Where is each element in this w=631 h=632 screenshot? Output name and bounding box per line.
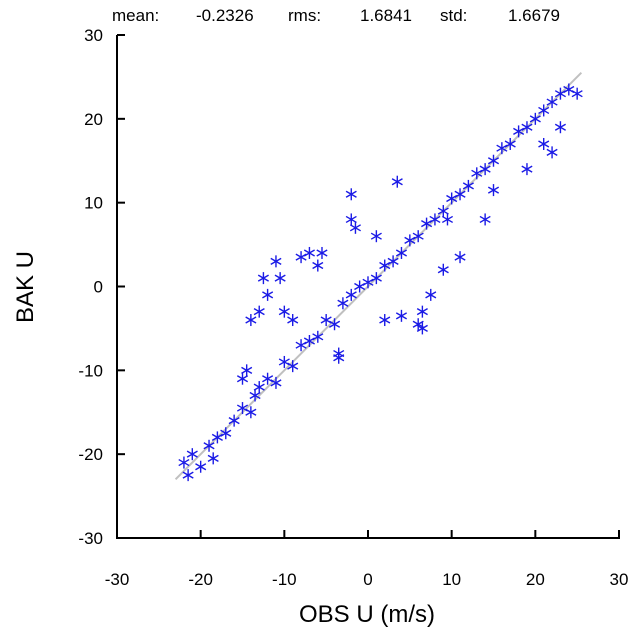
data-point bbox=[425, 288, 437, 301]
data-point bbox=[207, 452, 219, 465]
data-point bbox=[303, 246, 315, 259]
reference-line bbox=[174, 72, 583, 481]
data-point bbox=[538, 104, 550, 117]
data-point bbox=[546, 96, 558, 109]
reference-line-group bbox=[174, 72, 583, 481]
data-point bbox=[253, 305, 265, 318]
x-axis-title: OBS U (m/s) bbox=[299, 601, 435, 628]
data-point bbox=[437, 205, 449, 218]
data-point bbox=[287, 314, 299, 327]
data-point bbox=[370, 230, 382, 243]
data-point bbox=[529, 112, 541, 125]
y-tick-label: -10 bbox=[78, 361, 103, 380]
data-point bbox=[241, 364, 253, 377]
data-point bbox=[395, 246, 408, 259]
data-point bbox=[278, 305, 290, 318]
data-point bbox=[295, 251, 307, 264]
y-tick-label: -30 bbox=[78, 529, 103, 548]
data-point bbox=[333, 351, 345, 364]
stats-std-label: std: bbox=[440, 6, 467, 25]
data-point bbox=[487, 154, 500, 167]
data-point bbox=[228, 414, 240, 427]
y-tick-label: 0 bbox=[94, 278, 103, 297]
x-tick-label: 10 bbox=[442, 570, 461, 589]
x-tick-label: -10 bbox=[272, 570, 297, 589]
data-point bbox=[416, 322, 428, 335]
data-point bbox=[236, 372, 249, 385]
data-point bbox=[274, 272, 286, 285]
data-point bbox=[270, 376, 282, 389]
data-points bbox=[178, 83, 583, 482]
data-point bbox=[391, 175, 403, 188]
x-tick-label: -20 bbox=[188, 570, 213, 589]
data-point bbox=[412, 318, 424, 331]
data-point bbox=[441, 213, 454, 226]
stats-rms-value: 1.6841 bbox=[360, 6, 412, 25]
data-point bbox=[487, 184, 500, 197]
data-point bbox=[454, 188, 466, 201]
data-point bbox=[345, 213, 357, 226]
y-tick-label: 10 bbox=[84, 194, 103, 213]
data-point bbox=[245, 314, 257, 327]
data-point bbox=[345, 188, 357, 201]
y-tick-label: 20 bbox=[84, 110, 103, 129]
data-point bbox=[262, 288, 274, 301]
data-point bbox=[395, 309, 408, 322]
x-tick-label: 0 bbox=[363, 570, 372, 589]
data-point bbox=[370, 272, 382, 285]
x-ticks: -30 -20 -10 0 10 20 30 bbox=[105, 530, 629, 589]
data-point bbox=[546, 146, 558, 159]
data-point bbox=[521, 163, 533, 176]
stats-std-value: 1.6679 bbox=[508, 6, 560, 25]
data-point bbox=[186, 448, 198, 461]
data-point bbox=[387, 255, 399, 268]
data-point bbox=[220, 427, 232, 440]
data-point bbox=[479, 213, 491, 226]
data-point bbox=[538, 137, 550, 150]
y-ticks: -30 -20 -10 0 10 20 30 bbox=[78, 26, 125, 548]
y-tick-label: -20 bbox=[78, 445, 103, 464]
data-point bbox=[479, 163, 491, 176]
data-point bbox=[554, 121, 566, 134]
data-point bbox=[571, 87, 583, 100]
stats-mean-label: mean: bbox=[112, 6, 159, 25]
data-point bbox=[412, 230, 424, 243]
y-tick-label: 30 bbox=[84, 26, 103, 45]
data-point bbox=[195, 460, 207, 473]
data-point bbox=[245, 406, 257, 419]
x-tick-label: 30 bbox=[610, 570, 629, 589]
data-point bbox=[203, 439, 215, 452]
x-tick-label: 20 bbox=[526, 570, 545, 589]
data-point bbox=[253, 381, 265, 394]
y-axis-title: BAK U bbox=[12, 251, 39, 323]
stats-mean-value: -0.2326 bbox=[196, 6, 254, 25]
data-point bbox=[337, 297, 349, 310]
data-point bbox=[316, 246, 328, 259]
data-point bbox=[504, 137, 516, 150]
data-point bbox=[312, 330, 324, 343]
data-point bbox=[312, 259, 324, 272]
stats-rms-label: rms: bbox=[288, 6, 321, 25]
data-point bbox=[521, 121, 533, 134]
data-point bbox=[287, 360, 299, 373]
data-point bbox=[454, 251, 466, 264]
data-point bbox=[345, 288, 357, 301]
data-point bbox=[328, 318, 341, 331]
data-point bbox=[379, 314, 391, 327]
data-point bbox=[270, 255, 282, 268]
data-point bbox=[462, 179, 474, 192]
data-point bbox=[178, 456, 190, 469]
data-point bbox=[257, 272, 269, 285]
data-point bbox=[349, 221, 361, 234]
data-point bbox=[182, 469, 194, 482]
data-point bbox=[437, 263, 449, 276]
data-point bbox=[249, 389, 261, 402]
x-tick-label: -30 bbox=[105, 570, 130, 589]
data-point bbox=[429, 213, 441, 226]
data-point bbox=[416, 305, 428, 318]
